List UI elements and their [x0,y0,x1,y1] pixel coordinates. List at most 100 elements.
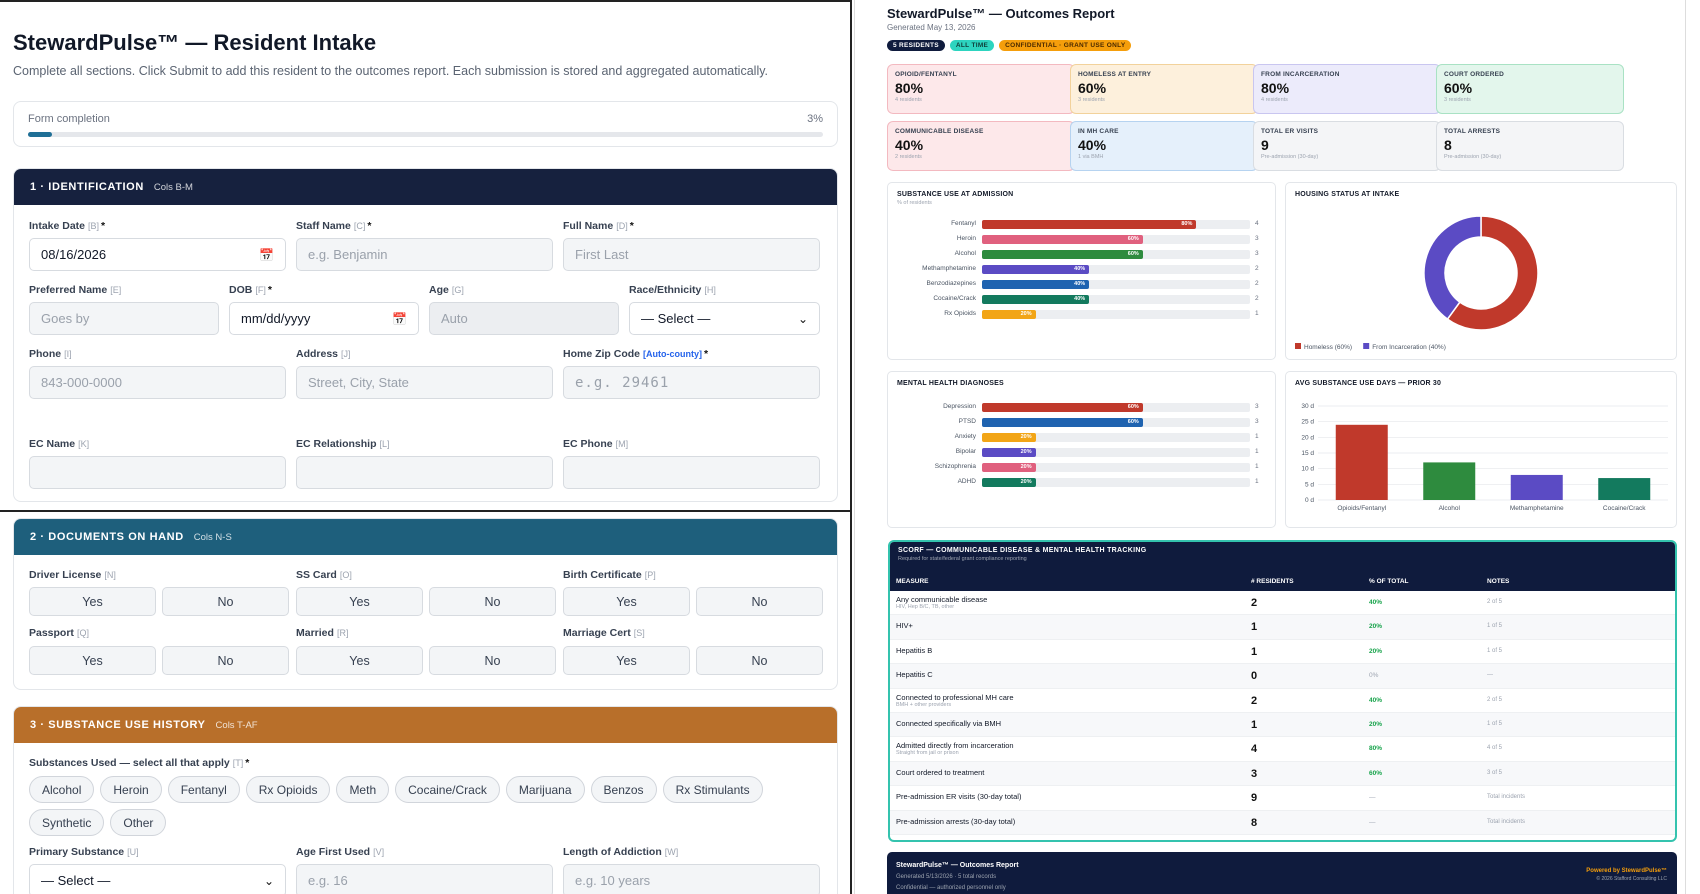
primary-substance-select[interactable]: — Select — ⌄ [29,864,286,894]
table-row: Pre-admission ER visits (30-day total) 9 —… [890,786,1675,811]
zip-input[interactable]: e.g. 29461 [563,366,820,399]
bar-value-label: 20% [1020,464,1032,470]
bar-value-label: 80% [1181,221,1193,227]
yes-button[interactable]: Yes [563,587,690,616]
yes-button[interactable]: Yes [29,646,156,675]
substance-chip[interactable]: Synthetic [29,809,105,836]
substance-chip[interactable]: Rx Opioids [245,776,331,803]
phone-input[interactable]: 843-000-0000 [29,366,286,399]
ec-name-input[interactable] [29,456,286,489]
bar-count: 1 [1255,310,1259,317]
bar-label: Alcohol [954,250,976,257]
age-input: Auto [429,302,619,335]
yes-button[interactable]: Yes [563,646,690,675]
yes-button[interactable]: Yes [296,587,423,616]
substance-chip[interactable]: Fentanyl [167,776,240,803]
measure-cell: Connected to professional MH care [896,692,1014,702]
substance-chip[interactable]: Cocaine/Crack [395,776,500,803]
substance-chip[interactable]: Benzos [590,776,657,803]
kpi-value: 60% [1078,80,1107,96]
bar-label: Rx Opioids [944,310,976,317]
intake-date-field: Intake Date [B] * 08/16/2026 📅 [29,220,286,271]
kpi-tile: TOTAL ER VISITS 9 Pre-admission (30-day) [1253,121,1441,171]
percent-cell: — [1369,794,1376,802]
substance-chip[interactable]: Meth [336,776,390,803]
bar-label: Schizophrenia [934,463,976,470]
kpi-value: 40% [895,137,924,153]
married-field: Married [R] [296,627,348,641]
length-of-addiction-field: Length of Addiction [W] e.g. 10 years [563,846,820,894]
primary-substance-field: Primary Substance [U] — Select — ⌄ [29,846,286,894]
substance-chip[interactable]: Marijuana [505,776,585,803]
preferred-name-input[interactable]: Goes by [29,302,219,335]
col-header: NOTES [1487,578,1510,585]
donut-slice [1446,215,1539,331]
field-tag: [H] [704,285,716,295]
input-value: 08/16/2026 [41,247,107,262]
bar-count: 1 [1255,433,1259,440]
substance-chip[interactable]: Other [110,809,167,836]
report-title: StewardPulse™ — Outcomes Report [887,6,1115,21]
count-cell: 0 [1251,670,1258,683]
percent-cell: 40% [1369,599,1383,606]
bar: 60% [982,418,1143,427]
substance-chip[interactable]: Rx Stimulants [662,776,763,803]
no-button[interactable]: No [429,646,556,675]
length-of-addiction-input[interactable]: e.g. 10 years [563,864,820,894]
age-first-used-input[interactable]: e.g. 16 [296,864,553,894]
legend-swatch [1295,343,1301,349]
table-row: Pre-admission arrests (30-day total) 8 — To… [890,810,1675,835]
bar-count: 3 [1255,235,1259,242]
kpi-value: 80% [895,80,924,96]
count-cell: 1 [1251,718,1258,731]
scorf-column-headers: MEASURE # RESIDENTS % OF TOTAL NOTES [890,572,1675,591]
calendar-icon[interactable]: 📅 [392,311,407,326]
field-tag: [N] [104,570,116,580]
yes-button[interactable]: Yes [296,646,423,675]
bar-row: PTSD 60% 3 [888,417,1259,427]
race-select[interactable]: — Select — ⌄ [629,302,820,335]
no-button[interactable]: No [696,646,823,675]
no-button[interactable]: No [162,646,289,675]
section-header: 1 · IDENTIFICATION Cols B-M [14,169,837,205]
bar: 40% [982,280,1090,289]
bar-track: 20% [982,478,1250,487]
ec-relationship-input[interactable] [296,456,553,489]
bar-value-label: 60% [1127,404,1139,410]
field-label: EC Phone [563,438,613,450]
calendar-icon[interactable]: 📅 [259,247,274,262]
count-cell: 4 [1251,743,1258,756]
input-placeholder: Street, City, State [308,375,409,390]
bar: 60% [982,403,1143,412]
marriage-cert-field: Marriage Cert [S] [563,627,645,641]
staff-name-input[interactable]: e.g. Benjamin [296,238,553,271]
scorf-table-card: SCORF — COMMUNICABLE DISEASE & MENTAL HE… [888,540,1677,842]
no-button[interactable]: No [429,587,556,616]
address-input[interactable]: Street, City, State [296,366,553,399]
no-button[interactable]: No [162,587,289,616]
notes-cell: 2 of 5 [1487,599,1503,605]
yes-button[interactable]: Yes [29,587,156,616]
count-cell: 3 [1251,767,1258,780]
bar: 20% [982,448,1036,457]
substance-chip[interactable]: Alcohol [29,776,95,803]
kpi-value: 8 [1444,137,1452,153]
y-tick-label: 25 d [1301,419,1314,426]
full-name-input[interactable]: First Last [563,238,820,271]
bar: 20% [982,463,1036,472]
kpi-value: 60% [1444,80,1473,96]
intake-date-input[interactable]: 08/16/2026 📅 [29,238,286,271]
substance-chip[interactable]: Heroin [100,776,162,803]
count-cell: 8 [1251,816,1258,829]
ec-phone-input[interactable] [563,456,820,489]
notes-cell: — [1487,672,1493,679]
field-tag: [J] [341,349,351,359]
bar-track: 20% [982,448,1250,457]
input-placeholder: e.g. 16 [308,873,348,888]
dob-input[interactable]: mm/dd/yyyy 📅 [229,302,419,335]
kpi-label: COMMUNICABLE DISEASE [895,128,984,135]
bar-track: 60% [982,235,1250,244]
no-button[interactable]: No [696,587,823,616]
bar: 20% [982,433,1036,442]
status-badge: 5 RESIDENTS [887,40,945,51]
